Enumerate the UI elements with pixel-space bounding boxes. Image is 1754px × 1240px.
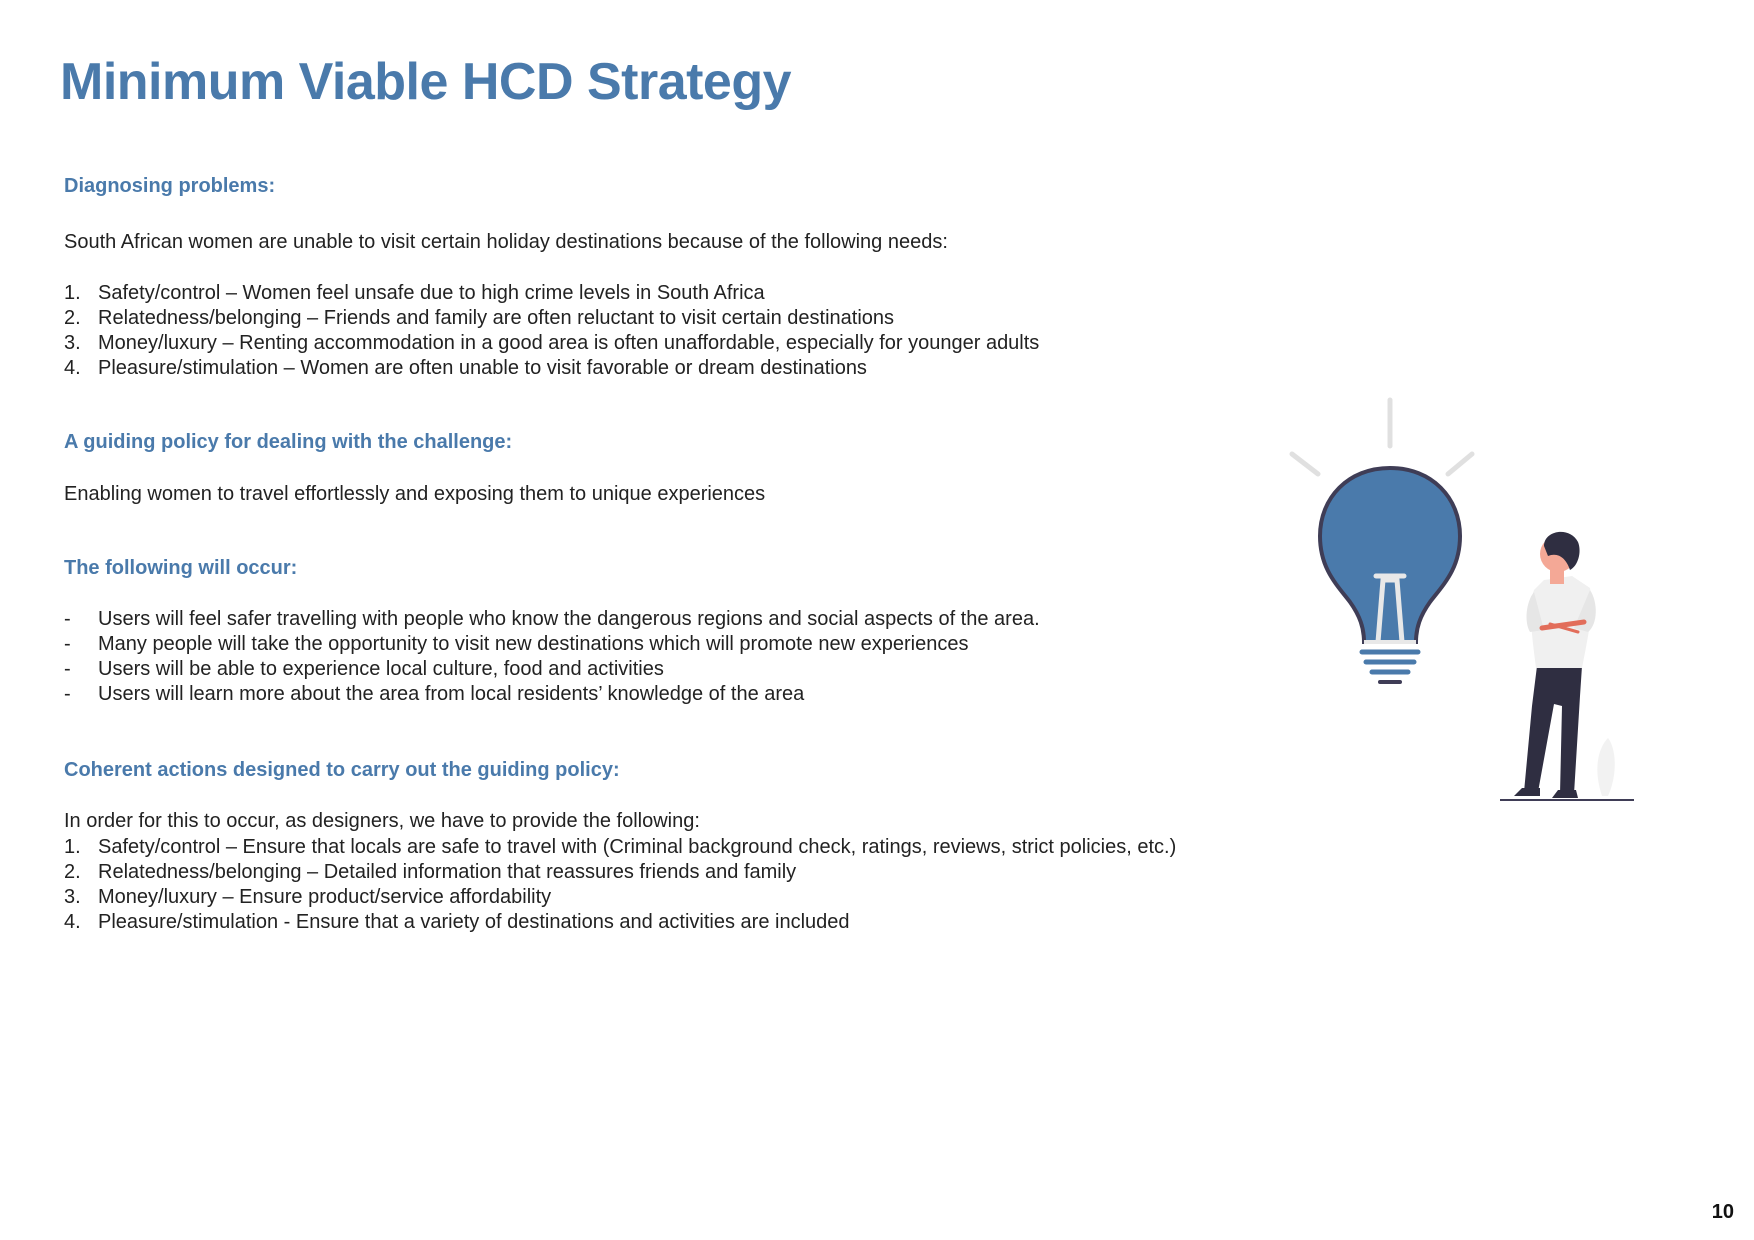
list-item: 1. Safety/control – Women feel unsafe due…	[64, 282, 765, 304]
list-item: 3. Money/luxury – Renting accommodation i…	[64, 332, 1040, 354]
page-number: 10	[1711, 1201, 1734, 1223]
heading-guiding-policy: A guiding policy for dealing with the ch…	[64, 431, 513, 453]
list-item: 3. Money/luxury – Ensure product/service …	[64, 886, 552, 908]
list-item: - Users will feel safer travelling with p…	[64, 608, 1040, 630]
heading-coherent-actions: Coherent actions designed to carry out t…	[64, 759, 620, 781]
actions-intro: In order for this to occur, as designers…	[64, 810, 700, 832]
list-item: - Many people will take the opportunity t…	[64, 633, 969, 655]
diagnosing-intro: South African women are unable to visit …	[64, 231, 948, 253]
person-icon	[1500, 531, 1634, 801]
list-item: 2. Relatedness/belonging – Friends and fa…	[64, 307, 895, 329]
list-item: 2. Relatedness/belonging – Detailed infor…	[64, 861, 797, 883]
list-item: 4. Pleasure/stimulation – Women are often…	[64, 357, 867, 379]
diagnosing-list: 1. Safety/control – Women feel unsafe due…	[64, 281, 1039, 381]
list-item: 4. Pleasure/stimulation - Ensure that a v…	[64, 911, 850, 933]
heading-diagnosing: Diagnosing problems:	[64, 175, 276, 197]
heading-outcomes: The following will occur:	[64, 557, 298, 579]
list-item: 1. Safety/control – Ensure that locals ar…	[64, 836, 1177, 858]
list-item: - Users will be able to experience local …	[64, 658, 664, 680]
outcomes-list: - Users will feel safer travelling with p…	[64, 607, 1040, 707]
bulb-rays	[1289, 397, 1475, 477]
guiding-policy-text: Enabling women to travel effortlessly an…	[64, 483, 766, 505]
lightbulb-icon	[1317, 465, 1463, 684]
page-title: Minimum Viable HCD Strategy	[60, 53, 792, 111]
idea-illustration	[1289, 397, 1634, 801]
list-item: - Users will learn more about the area fr…	[64, 683, 805, 705]
actions-list: 1. Safety/control – Ensure that locals ar…	[64, 835, 1176, 935]
